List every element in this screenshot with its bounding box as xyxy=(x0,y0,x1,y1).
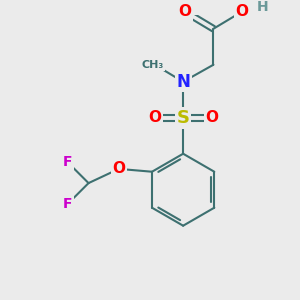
Text: O: O xyxy=(205,110,218,125)
Text: N: N xyxy=(176,73,190,91)
Text: H: H xyxy=(257,0,268,14)
Text: S: S xyxy=(177,109,190,127)
Text: F: F xyxy=(63,155,73,169)
Text: O: O xyxy=(148,110,161,125)
Text: O: O xyxy=(178,4,191,19)
Text: CH₃: CH₃ xyxy=(142,60,164,70)
Text: F: F xyxy=(63,197,73,211)
Text: O: O xyxy=(235,4,248,19)
Text: O: O xyxy=(112,161,125,176)
